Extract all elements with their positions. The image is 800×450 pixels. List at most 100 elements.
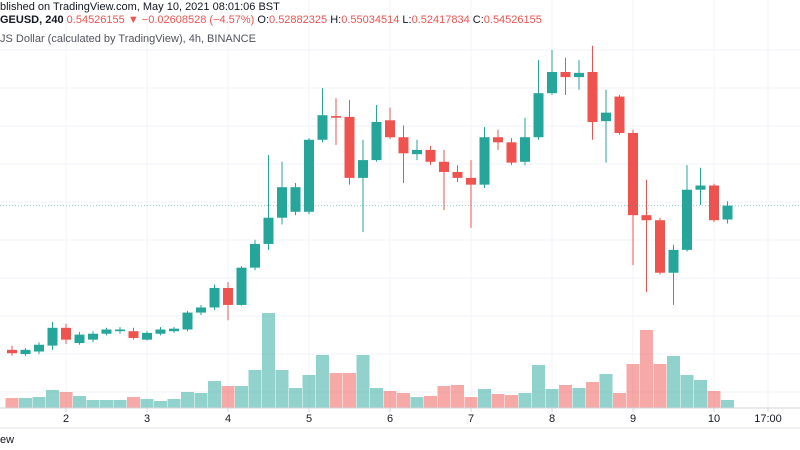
volume-bar <box>5 398 19 408</box>
candle-body <box>344 116 355 178</box>
volume-bar <box>100 400 113 408</box>
volume-bar <box>32 397 46 408</box>
candle-body <box>358 160 368 178</box>
x-tick-label: 4 <box>225 413 231 425</box>
x-tick-label: 9 <box>630 413 636 425</box>
candle-body <box>74 334 85 344</box>
volume-bar <box>653 364 667 408</box>
volume-bar <box>370 388 383 408</box>
volume-bar <box>451 385 464 408</box>
symbol: GEUSD, 240 <box>0 14 64 26</box>
volume-bar <box>235 386 248 408</box>
candle-body <box>682 189 692 250</box>
candle-body <box>7 349 17 354</box>
candle-body <box>169 328 179 332</box>
volume-bar <box>667 356 680 408</box>
volume-bar <box>424 396 437 408</box>
plot <box>0 45 800 408</box>
candle-body <box>304 139 314 212</box>
grid <box>0 0 800 408</box>
volume-bar <box>113 400 127 408</box>
change: ▼ −0.02608528 (−4.57%) <box>128 14 254 26</box>
candle-body <box>155 329 166 334</box>
volume-bar <box>46 390 59 408</box>
candle-body <box>20 349 31 355</box>
volume-bar <box>437 386 451 408</box>
volume-bar <box>626 364 640 408</box>
candle-body <box>668 249 679 273</box>
x-tick-label: 3 <box>144 413 150 425</box>
ohlc-label: L: <box>402 14 411 26</box>
ohlc-label: H: <box>330 14 341 26</box>
ohlc-label: C: <box>473 14 484 26</box>
candle-body <box>277 187 287 218</box>
candle-body <box>196 307 206 313</box>
candle-body <box>722 205 733 220</box>
volume-bar <box>154 401 167 408</box>
candle-body <box>493 137 503 143</box>
candle-body <box>452 171 463 178</box>
candle-body <box>142 332 152 340</box>
candle-body <box>587 72 598 122</box>
footer: ew <box>0 434 14 446</box>
candle-body <box>641 215 652 221</box>
candle-body <box>250 243 260 268</box>
candle-body <box>614 96 625 133</box>
candle-body <box>520 137 530 162</box>
candle-body <box>547 72 557 94</box>
candle-body <box>331 116 341 118</box>
volume-bar <box>410 397 424 408</box>
candle-body <box>236 267 247 305</box>
candle-body <box>290 187 301 212</box>
x-tick-label: 2 <box>63 413 69 425</box>
candle-body <box>466 177 476 185</box>
candle-body <box>223 288 233 305</box>
candle-body <box>182 312 193 330</box>
candle-body <box>209 288 220 308</box>
candle-body <box>601 112 611 122</box>
volume-bar <box>127 397 140 408</box>
candle-body <box>47 327 58 346</box>
candle-body <box>385 120 395 138</box>
published: blished on TradingView.com, May 10, 2021… <box>0 1 280 13</box>
volume-bar <box>19 398 32 408</box>
volume-bar <box>140 399 154 408</box>
volume-bar <box>383 391 397 408</box>
volume-bar <box>329 373 343 408</box>
volume-bar <box>262 313 275 408</box>
volume-bar <box>86 400 100 408</box>
volume-bar <box>532 365 545 408</box>
volume-bar <box>599 374 613 408</box>
candle-body <box>263 217 274 244</box>
ohlc-label: O: <box>257 14 269 26</box>
x-tick-label: 5 <box>306 413 312 425</box>
volume-bar <box>73 396 86 408</box>
volume-bar <box>721 400 734 408</box>
volume-bar <box>640 330 653 408</box>
candle-body <box>506 142 517 163</box>
last-price: 0.54526155 <box>67 14 125 26</box>
volume-bar <box>491 394 505 408</box>
candle-body <box>115 329 125 332</box>
volume-bar <box>397 393 410 408</box>
header-line: GEUSD, 240 0.54526155 ▼ −0.02608528 (−4.… <box>0 14 542 26</box>
volume-bar <box>680 375 694 408</box>
volume-bar <box>167 399 181 408</box>
volume-bar <box>343 373 356 408</box>
candle-body <box>560 72 571 78</box>
volume-bar <box>194 393 208 408</box>
candle-body <box>88 333 98 340</box>
candle-body <box>439 161 449 172</box>
volume-bar <box>694 380 707 408</box>
ohlc-value: 0.52882325 <box>269 14 327 26</box>
candle-body <box>533 93 544 138</box>
volume-bar <box>221 386 235 408</box>
candle-body <box>655 220 665 273</box>
description: JS Dollar (calculated by TradingView), 4… <box>0 33 256 45</box>
candle-body <box>317 115 328 140</box>
x-tick-label: 8 <box>549 413 555 425</box>
volume-bar <box>289 388 302 408</box>
candle-body <box>101 329 112 334</box>
volume-bar <box>356 355 370 408</box>
